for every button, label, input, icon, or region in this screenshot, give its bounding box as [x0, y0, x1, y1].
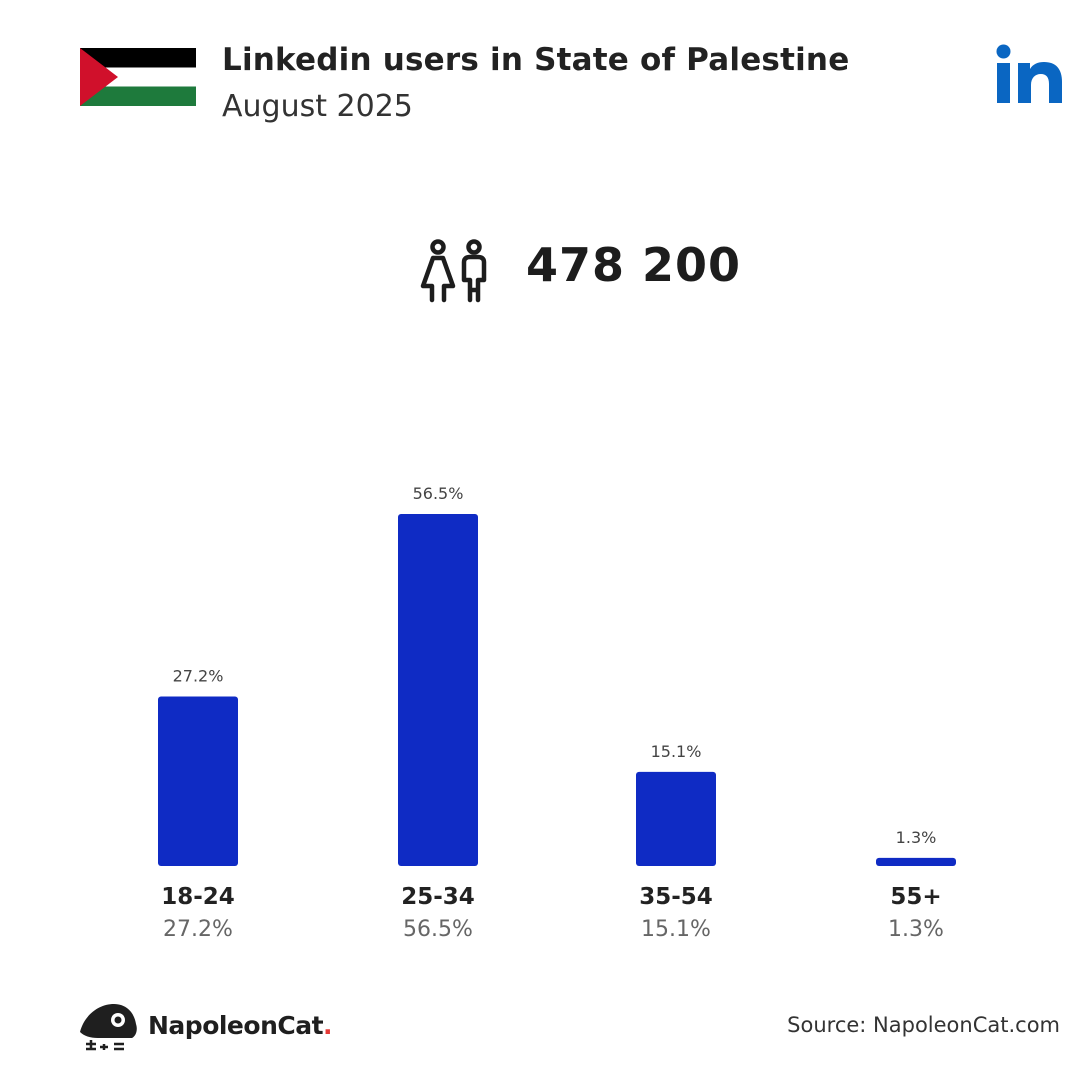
palestine-flag [80, 48, 196, 106]
page-title: Linkedin users in State of Palestine [222, 42, 850, 78]
bar-25-34 [398, 514, 478, 866]
source-label: Source: NapoleonCat.com [787, 1013, 1060, 1037]
brand-name-text: NapoleonCat [148, 1011, 324, 1040]
category-value: 56.5% [403, 917, 473, 942]
category-value: 15.1% [641, 917, 711, 942]
bar-value-label: 27.2% [173, 667, 224, 686]
category-label: 35-54 [639, 884, 713, 910]
category-label: 18-24 [161, 884, 235, 910]
category-label: 25-34 [401, 884, 475, 910]
category-value: 27.2% [163, 917, 233, 942]
napoleoncat-logo-icon [80, 1004, 137, 1051]
page-subtitle: August 2025 [222, 89, 413, 124]
bar-18-24 [158, 696, 238, 866]
category-label: 55+ [890, 884, 942, 910]
category-value: 1.3% [888, 917, 944, 942]
users-icon [420, 239, 487, 303]
bar-value-label: 15.1% [651, 742, 702, 761]
linkedin-icon [996, 44, 1062, 103]
bar-value-label: 56.5% [413, 484, 464, 503]
total-users: 478 200 [526, 238, 742, 292]
bar-value-label: 1.3% [896, 828, 937, 847]
bar-55+ [876, 857, 956, 866]
brand-name: NapoleonCat. [148, 1011, 333, 1040]
brand-dot: . [323, 1011, 333, 1040]
bar-35-54 [636, 771, 716, 866]
